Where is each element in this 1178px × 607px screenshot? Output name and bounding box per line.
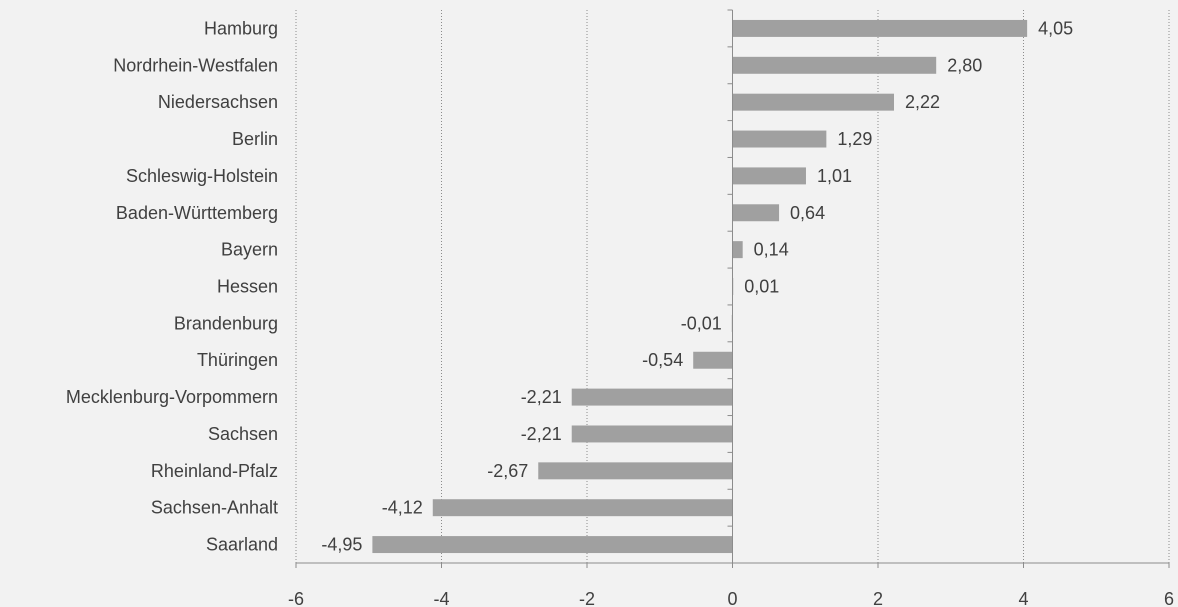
bar: [732, 167, 806, 185]
category-label: Brandenburg: [174, 313, 278, 333]
bar: [732, 241, 743, 259]
data-label: 4,05: [1038, 18, 1073, 38]
data-label: -0,01: [681, 313, 722, 333]
bar: [732, 19, 1028, 37]
data-label: -0,54: [642, 350, 683, 370]
bar: [432, 499, 733, 517]
category-label: Hessen: [217, 277, 278, 297]
category-label: Baden-Württemberg: [116, 203, 278, 223]
category-labels: Hamburg Nordrhein-Westfalen Niedersachsen B…: [66, 18, 278, 554]
x-tick-label: -4: [433, 589, 449, 607]
data-label: -2,21: [521, 387, 562, 407]
data-label: 0,64: [790, 203, 825, 223]
category-label: Hamburg: [204, 18, 278, 38]
data-label: 2,80: [947, 55, 982, 75]
category-label: Rheinland-Pfalz: [151, 461, 278, 481]
data-label: -2,21: [521, 424, 562, 444]
category-label: Sachsen: [208, 424, 278, 444]
bar: [538, 462, 733, 480]
x-tick-label: 4: [1018, 589, 1028, 607]
category-label: Berlin: [232, 129, 278, 149]
bar: [732, 93, 895, 111]
category-label: Mecklenburg-Vorpommern: [66, 387, 278, 407]
data-label: 0,14: [754, 240, 789, 260]
data-label: 1,29: [837, 129, 872, 149]
axes: [295, 9, 1170, 568]
category-label: Saarland: [206, 535, 278, 555]
bar: [732, 204, 780, 222]
x-tick-label: 6: [1164, 589, 1174, 607]
category-label: Nordrhein-Westfalen: [113, 55, 278, 75]
bar: [732, 56, 937, 74]
data-labels: 4,05 2,80 2,22 1,29 1,01 0,640,14 0,01 -0,01 -0,…: [321, 18, 1073, 554]
gridlines: [295, 10, 1170, 563]
data-label: 2,22: [905, 92, 940, 112]
x-tick-label: -6: [288, 589, 304, 607]
x-tick-label: 0: [727, 589, 737, 607]
bar: [693, 351, 733, 369]
x-tick-label: -2: [579, 589, 595, 607]
category-label: Schleswig-Holstein: [126, 166, 278, 186]
x-tick-label: 2: [873, 589, 883, 607]
bars: [372, 19, 1028, 554]
data-label: -4,95: [321, 535, 362, 555]
data-label: -2,67: [487, 461, 528, 481]
data-label: -4,12: [382, 498, 423, 518]
category-label: Niedersachsen: [158, 92, 278, 112]
bar: [372, 536, 733, 554]
category-label: Bayern: [221, 240, 278, 260]
data-label: 1,01: [817, 166, 852, 186]
category-label: Thüringen: [197, 350, 278, 370]
bar: [571, 425, 733, 443]
data-label: 0,01: [744, 277, 779, 297]
x-tick-labels: -6 -4 -2 0 2 4 6: [288, 589, 1174, 607]
bar: [732, 130, 827, 148]
bar: [571, 388, 733, 406]
category-label: Sachsen-Anhalt: [151, 498, 278, 518]
